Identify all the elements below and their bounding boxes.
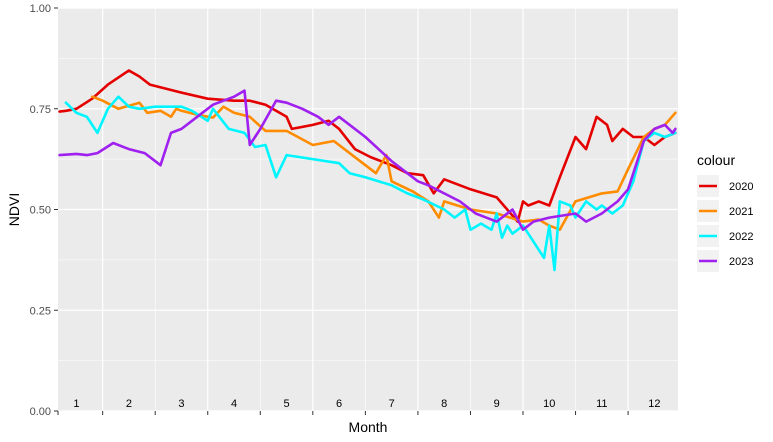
y-tick-label: 0.75: [30, 104, 51, 116]
series-line-2021: [90, 95, 677, 231]
series-line-2020: [58, 69, 677, 223]
legend: colour 2020 2021 2022 2023: [697, 152, 753, 272]
month-label: 1: [73, 398, 79, 410]
series-line-2022: [64, 95, 677, 272]
month-label: 5: [283, 398, 289, 410]
major-gridlines: [58, 7, 678, 412]
month-labels: 1 2 3 4 5 6 7 8 9 10 11 12: [73, 398, 660, 410]
legend-label-2021: 2021: [729, 206, 753, 218]
x-axis: [57, 411, 629, 415]
month-label: 4: [231, 398, 237, 410]
y-axis: 0.00 0.25 0.50 0.75 1.00: [30, 3, 58, 418]
y-tick-label: 0.50: [30, 205, 51, 217]
y-tick-label: 0.00: [30, 406, 51, 418]
month-label: 10: [543, 398, 555, 410]
y-tick-label: 1.00: [30, 3, 51, 15]
series-lines: [58, 69, 677, 272]
legend-label-2020: 2020: [729, 181, 753, 193]
y-tick-label: 0.25: [30, 305, 51, 317]
legend-label-2023: 2023: [729, 256, 753, 268]
month-label: 12: [648, 398, 660, 410]
month-label: 9: [494, 398, 500, 410]
month-label: 11: [596, 398, 607, 410]
month-label: 7: [389, 398, 395, 410]
month-label: 3: [178, 398, 184, 410]
series-line-2023: [58, 89, 677, 231]
legend-label-2022: 2022: [729, 231, 753, 243]
month-label: 6: [336, 398, 342, 410]
month-label: 8: [441, 398, 447, 410]
y-axis-title: NDVI: [6, 193, 22, 226]
legend-title: colour: [697, 152, 735, 168]
x-axis-title: Month: [349, 419, 388, 435]
month-label: 2: [126, 398, 132, 410]
